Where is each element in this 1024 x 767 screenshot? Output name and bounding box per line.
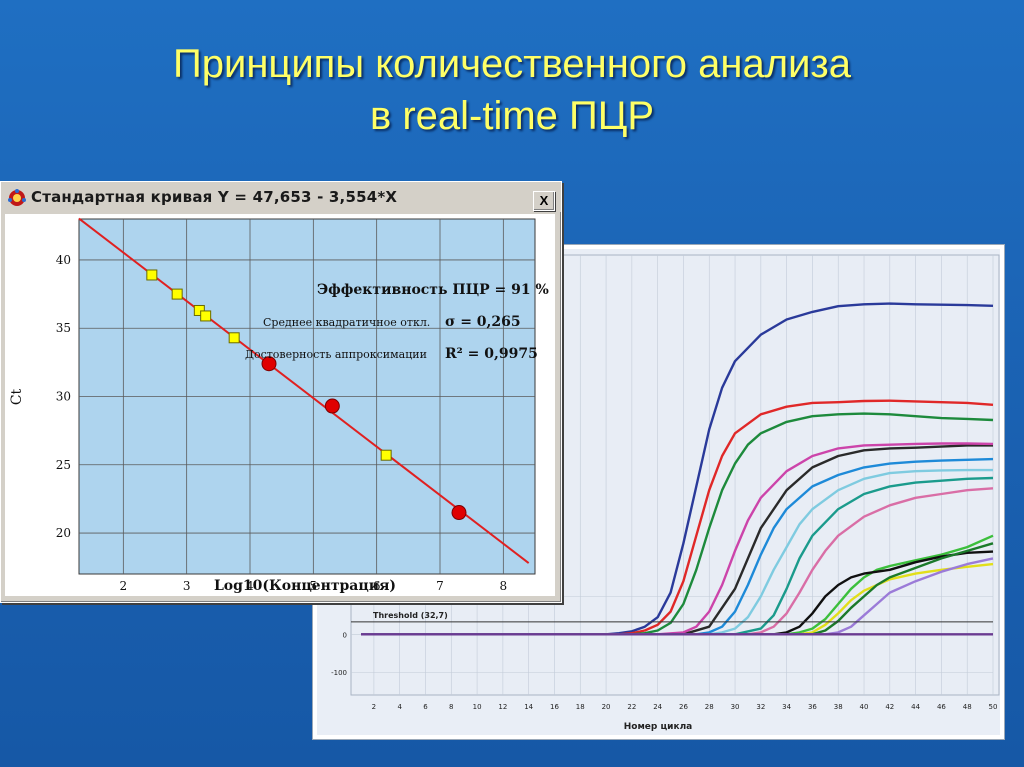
standard-curve-tick-labels: 2 3 4 5 6 7 8 20 25 30 35 40 <box>56 253 507 593</box>
y-tick-label: 35 <box>56 321 71 335</box>
amp-x-tick-label: 8 <box>449 703 453 711</box>
sample-point-circle <box>451 505 467 521</box>
y-tick-label: 20 <box>56 526 71 540</box>
standard-point-square <box>146 269 158 281</box>
amp-x-tick-label: 30 <box>731 703 740 711</box>
x-tick-label: 2 <box>120 579 128 593</box>
amp-x-tick-label: 6 <box>423 703 428 711</box>
amp-x-tick-label: 14 <box>524 703 533 711</box>
amp-x-tick-label: 32 <box>756 703 765 711</box>
amplification-curve <box>361 457 994 636</box>
amplification-x-axis-label: Номер цикла <box>624 722 693 732</box>
amp-x-tick-label: 24 <box>653 703 662 711</box>
amplification-curve <box>361 444 993 636</box>
y-tick-label: 25 <box>56 458 71 472</box>
rmse-label: Среднее квадратичное откл. <box>263 316 430 329</box>
amp-x-tick-label: 38 <box>834 703 843 711</box>
standard-curve-points <box>146 269 467 521</box>
r2-value: R² = 0,9975 <box>445 346 538 362</box>
slide-title-line-2: в real-time ПЦР <box>369 94 655 138</box>
amp-y-tick-label: -100 <box>331 669 347 677</box>
amplification-curve <box>361 302 994 636</box>
standard-point-square <box>171 288 183 300</box>
amp-x-tick-label: 48 <box>963 703 972 711</box>
r2-label: Достоверность аппроксимации <box>245 348 427 361</box>
amp-x-tick-label: 20 <box>602 703 611 711</box>
amp-x-tick-label: 18 <box>576 703 585 711</box>
slide-title-line-1: Принципы количественного анализа <box>172 42 851 86</box>
amp-x-tick-label: 40 <box>860 703 869 711</box>
standard-point-square <box>380 449 392 461</box>
amplification-curve <box>361 442 994 636</box>
amp-x-tick-label: 2 <box>372 703 376 711</box>
threshold-label: Threshold (32,7) <box>373 611 448 620</box>
amplification-curve <box>361 542 994 636</box>
x-tick-label: 8 <box>500 579 508 593</box>
x-tick-label: 4 <box>246 579 254 593</box>
standard-curve-grid <box>79 219 535 574</box>
amplification-curve <box>361 399 994 636</box>
y-tick-label: 40 <box>56 253 71 267</box>
standard-curve-x-axis-label: Log10(Концентрация) <box>214 578 396 594</box>
slide-title: Принципы количественного анализа в real-… <box>0 38 1024 142</box>
y-tick-label: 30 <box>56 390 71 404</box>
amp-x-tick-label: 4 <box>397 703 402 711</box>
standard-curve-titlebar[interactable]: Стандартная кривая Y = 47,653 - 3,554*X … <box>1 182 561 212</box>
standard-point-square <box>228 332 240 344</box>
standard-point-square <box>200 310 212 322</box>
app-logo-icon <box>8 189 26 206</box>
close-button[interactable]: X <box>533 191 555 211</box>
amp-x-tick-label: 12 <box>498 703 507 711</box>
amp-x-tick-label: 50 <box>989 703 998 711</box>
amplification-curve <box>361 476 994 636</box>
sample-point-circle <box>324 398 340 414</box>
amp-x-tick-label: 28 <box>705 703 714 711</box>
amp-x-tick-label: 34 <box>782 703 791 711</box>
amp-x-tick-label: 22 <box>627 703 636 711</box>
amplification-curve <box>361 550 994 636</box>
amplification-curve <box>361 557 994 636</box>
standard-curve-chart: 2 3 4 5 6 7 8 20 25 30 35 40 Log10(Концентрация) Ct… <box>9 217 549 594</box>
standard-curve-window[interactable]: Стандартная кривая Y = 47,653 - 3,554*X … <box>0 181 562 603</box>
amplification-curve <box>361 412 994 636</box>
amp-x-tick-label: 44 <box>911 703 920 711</box>
amplification-curves <box>361 302 994 636</box>
x-tick-label: 6 <box>373 579 381 593</box>
amplification-curve <box>361 534 994 636</box>
amp-x-tick-label: 42 <box>885 703 894 711</box>
x-tick-label: 3 <box>183 579 191 593</box>
amp-x-tick-label: 10 <box>473 703 482 711</box>
amp-x-tick-label: 26 <box>679 703 688 711</box>
standard-curve-y-axis-label: Ct <box>9 388 25 405</box>
amp-x-tick-label: 36 <box>808 703 817 711</box>
x-tick-label: 7 <box>436 579 444 593</box>
rmse-value: σ = 0,265 <box>445 314 521 330</box>
amplification-curve <box>361 487 994 636</box>
amp-y-tick-label: 0 <box>343 631 347 639</box>
amp-x-tick-label: 16 <box>550 703 559 711</box>
efficiency-annotation: Эффективность ПЦР = 91 % <box>317 282 549 298</box>
x-tick-label: 5 <box>310 579 318 593</box>
standard-curve-title: Стандартная кривая Y = 47,653 - 3,554*X <box>31 188 398 206</box>
standard-curve-client: 2 3 4 5 6 7 8 20 25 30 35 40 Log10(Концентрация) Ct… <box>5 214 555 596</box>
amp-x-tick-label: 46 <box>937 703 946 711</box>
sample-point-circle <box>261 356 277 372</box>
amplification-curve <box>361 468 993 636</box>
